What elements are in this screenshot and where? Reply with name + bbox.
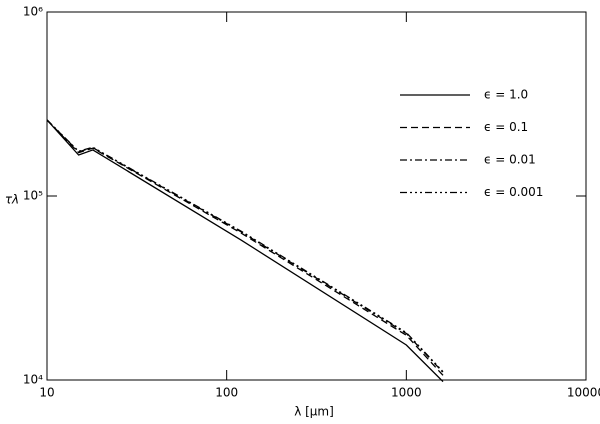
legend-label: ϵ = 0.001	[484, 185, 543, 199]
x-axis-label: λ [μm]	[294, 405, 334, 419]
x-tick-label: 100	[215, 386, 238, 400]
series-line	[46, 119, 444, 383]
y-tick-label: 10⁴	[23, 373, 43, 387]
y-tick-label: 10⁶	[23, 5, 43, 19]
y-tick-label: 10⁵	[23, 189, 43, 203]
legend-label: ϵ = 0.1	[484, 120, 528, 134]
x-tick-label: 10000	[567, 386, 600, 400]
legend-label: ϵ = 1.0	[484, 88, 528, 102]
y-axis-label: τλ	[5, 193, 19, 207]
x-tick-label: 1000	[391, 386, 422, 400]
series-line	[46, 119, 444, 376]
legend-label: ϵ = 0.01	[484, 153, 536, 167]
x-tick-label: 10	[39, 386, 54, 400]
